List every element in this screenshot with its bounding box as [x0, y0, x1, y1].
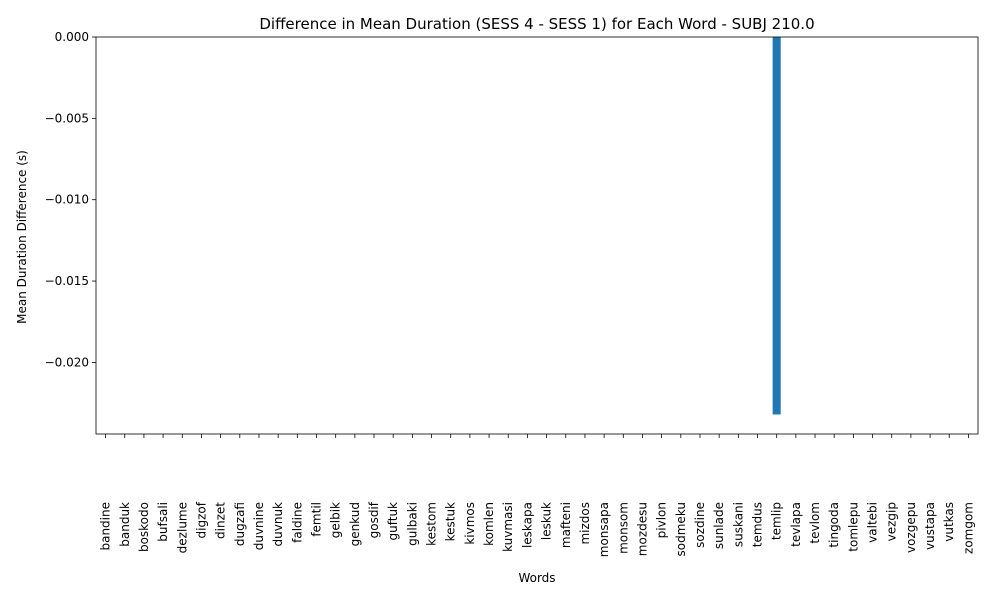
x-tick-label-boskodo: boskodo — [137, 502, 151, 552]
bars — [772, 37, 781, 415]
x-tick-label-faldine: faldine — [290, 502, 304, 543]
x-tick-label-temdus: temdus — [751, 502, 765, 547]
x-tick-label-leskuk: leskuk — [540, 502, 554, 540]
bar-temlip — [772, 37, 781, 415]
x-tick-label-duvnuk: duvnuk — [271, 502, 285, 547]
x-tick-label-kivmos: kivmos — [463, 502, 477, 545]
x-tick-label-mizdos: mizdos — [578, 502, 592, 545]
plot-frame — [95, 36, 979, 435]
y-axis-label: Mean Duration Difference (s) — [15, 150, 29, 324]
x-tick-label-monsapa: monsapa — [597, 502, 611, 557]
x-tick-label-gulbaki: gulbaki — [405, 502, 419, 546]
x-tick-label-komlen: komlen — [482, 502, 496, 546]
x-tick-label-vezgip: vezgip — [885, 502, 899, 541]
x-tick-label-guftuk: guftuk — [386, 502, 400, 541]
y-tick-label: −0.010 — [45, 193, 89, 207]
x-tick-label-leskapa: leskapa — [520, 502, 534, 548]
x-tick-label-suskani: suskani — [731, 502, 745, 547]
y-tick-label: −0.020 — [45, 355, 89, 369]
x-tick-label-valtebi: valtebi — [866, 502, 880, 543]
x-tick-label-digzof: digzof — [194, 501, 208, 538]
x-tick-label-kestom: kestom — [425, 502, 439, 546]
y-axis-ticks: 0.000 −0.005 −0.010 −0.015 −0.020 — [45, 30, 96, 369]
x-tick-label-gelbik: gelbik — [329, 502, 343, 538]
x-tick-label-genkud: genkud — [348, 502, 362, 546]
x-tick-label-dugzafi: dugzafi — [233, 502, 247, 546]
x-axis-ticks: bandine banduk boskodo bufsali dezlume digzof… — [99, 434, 975, 557]
x-tick-label-duvnine: duvnine — [252, 502, 266, 550]
x-tick-label-zomgom: zomgom — [961, 502, 975, 554]
x-tick-label-vutkas: vutkas — [942, 502, 956, 542]
x-tick-label-dinzet: dinzet — [214, 502, 228, 539]
x-tick-label-temlip: temlip — [770, 502, 784, 540]
x-axis-label: Words — [518, 571, 555, 585]
x-tick-label-sozdine: sozdine — [693, 502, 707, 548]
x-tick-label-monsom: monsom — [616, 502, 630, 554]
x-tick-label-banduk: banduk — [118, 502, 132, 547]
x-tick-label-mozdesu: mozdesu — [635, 502, 649, 556]
x-tick-label-sunlade: sunlade — [712, 502, 726, 549]
x-tick-label-tingoda: tingoda — [827, 502, 841, 548]
x-tick-label-mafteni: mafteni — [559, 502, 573, 548]
x-tick-label-bufsali: bufsali — [156, 502, 170, 542]
x-tick-label-sodmeku: sodmeku — [674, 502, 688, 556]
x-tick-label-vozgepu: vozgepu — [904, 502, 918, 553]
chart-title: Difference in Mean Duration (SESS 4 - SE… — [259, 15, 814, 33]
y-tick-label: −0.005 — [45, 111, 89, 125]
x-tick-label-vustapa: vustapa — [923, 502, 937, 550]
x-tick-label-tevlom: tevlom — [808, 502, 822, 544]
x-tick-label-dezlume: dezlume — [175, 502, 189, 553]
y-tick-label: −0.015 — [45, 274, 89, 288]
x-tick-label-gosdif: gosdif — [367, 501, 381, 538]
y-tick-label: 0.000 — [55, 30, 89, 44]
x-tick-label-kestuk: kestuk — [444, 502, 458, 541]
x-tick-label-tevlapa: tevlapa — [789, 502, 803, 547]
x-tick-label-pivlon: pivlon — [655, 502, 669, 538]
x-tick-label-bandine: bandine — [99, 502, 113, 551]
x-tick-label-tomlepu: tomlepu — [846, 502, 860, 552]
x-tick-label-femtil: femtil — [310, 502, 324, 537]
x-tick-label-kuvmasi: kuvmasi — [501, 502, 515, 552]
